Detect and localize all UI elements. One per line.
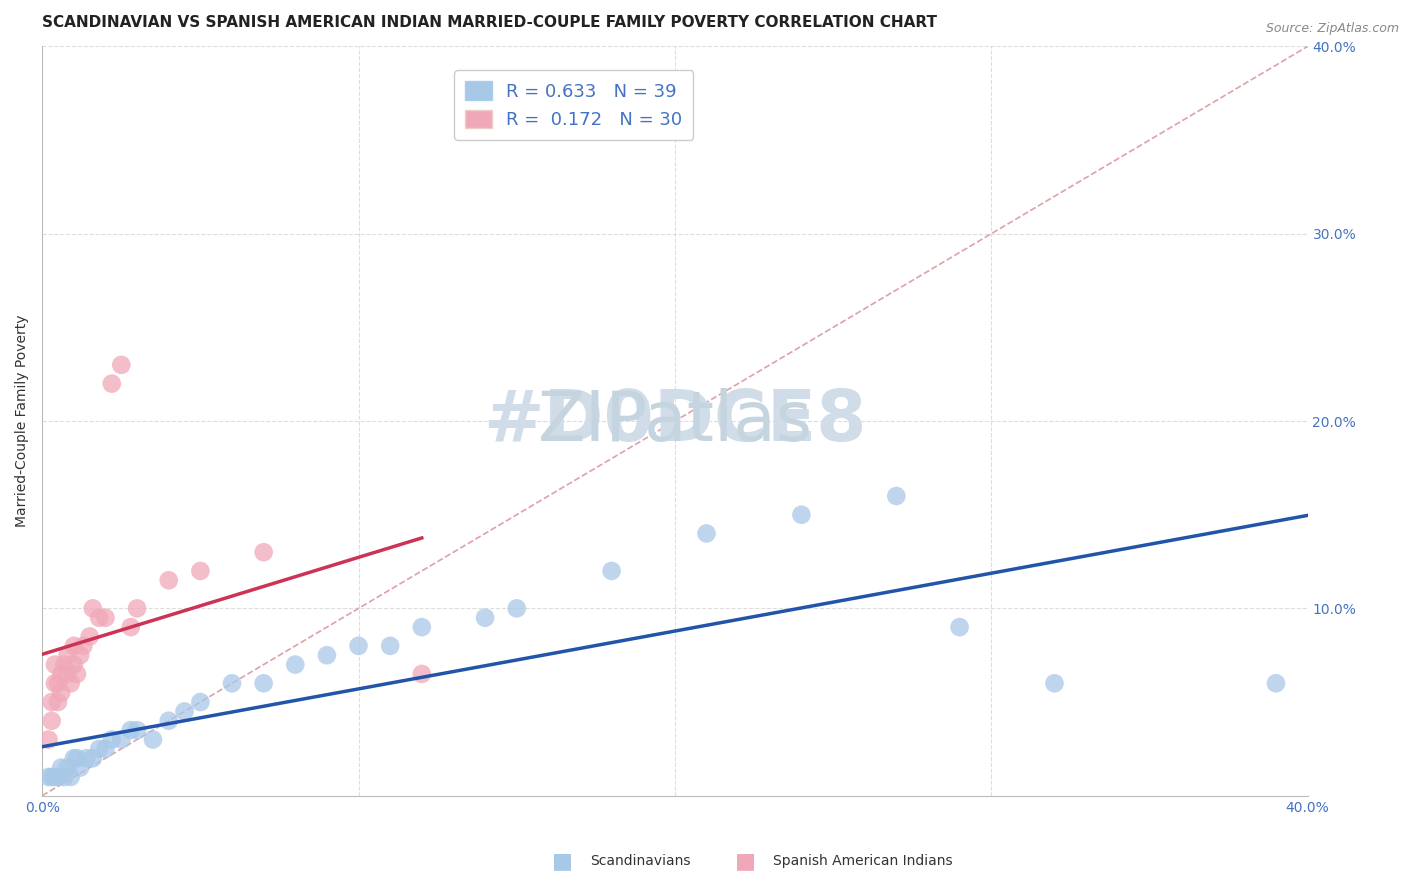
Point: [221, 676, 243, 690]
Point: [190, 564, 212, 578]
Point: [38, 770, 60, 784]
Text: Spanish American Indians: Spanish American Indians: [773, 854, 953, 868]
Point: [411, 667, 433, 681]
Point: [284, 657, 307, 672]
Point: [44, 676, 66, 690]
Point: [56, 761, 79, 775]
Point: [82, 751, 104, 765]
Point: [63, 751, 86, 765]
Point: [506, 601, 529, 615]
Point: [53, 770, 76, 784]
Point: [380, 639, 402, 653]
Text: ■: ■: [553, 851, 572, 871]
Point: [38, 732, 60, 747]
Point: [41, 714, 63, 728]
Point: [190, 695, 212, 709]
Point: [600, 564, 623, 578]
Point: [46, 695, 69, 709]
Point: [173, 705, 195, 719]
Point: [72, 639, 94, 653]
Point: [76, 751, 98, 765]
Point: [56, 648, 79, 663]
Point: [63, 657, 86, 672]
Point: [56, 667, 79, 681]
Point: [94, 742, 117, 756]
Point: [101, 732, 124, 747]
Text: ZIPatlas: ZIPatlas: [537, 387, 813, 455]
Point: [89, 611, 111, 625]
Point: [46, 676, 69, 690]
Point: [127, 723, 149, 738]
Point: [110, 732, 132, 747]
Point: [51, 686, 73, 700]
Point: [82, 601, 104, 615]
Point: [142, 732, 165, 747]
Point: [949, 620, 972, 634]
Text: Scandinavians: Scandinavians: [591, 854, 690, 868]
Point: [53, 657, 76, 672]
Point: [89, 742, 111, 756]
Point: [127, 601, 149, 615]
Point: [316, 648, 339, 663]
Point: [44, 770, 66, 784]
Point: [253, 545, 276, 559]
Point: [94, 611, 117, 625]
Point: [120, 620, 142, 634]
Point: [696, 526, 718, 541]
Point: [51, 761, 73, 775]
Point: [411, 620, 433, 634]
Point: [790, 508, 813, 522]
Point: [157, 714, 180, 728]
Point: [1043, 676, 1066, 690]
Point: [59, 676, 82, 690]
Point: [66, 751, 89, 765]
Text: ■: ■: [735, 851, 755, 871]
Point: [157, 574, 180, 588]
Point: [69, 648, 91, 663]
Point: [110, 358, 132, 372]
Point: [44, 657, 66, 672]
Point: [474, 611, 496, 625]
Legend: R = 0.633   N = 39, R =  0.172   N = 30: R = 0.633 N = 39, R = 0.172 N = 30: [454, 70, 693, 140]
Y-axis label: Married-Couple Family Poverty: Married-Couple Family Poverty: [15, 315, 30, 527]
Point: [79, 630, 101, 644]
Point: [51, 667, 73, 681]
Point: [1265, 676, 1288, 690]
Point: [41, 695, 63, 709]
Point: [59, 770, 82, 784]
Point: [101, 376, 124, 391]
Text: Source: ZipAtlas.com: Source: ZipAtlas.com: [1265, 22, 1399, 36]
Point: [63, 639, 86, 653]
Text: #D0DCE8: #D0DCE8: [484, 386, 866, 456]
Point: [69, 761, 91, 775]
Text: SCANDINAVIAN VS SPANISH AMERICAN INDIAN MARRIED-COUPLE FAMILY POVERTY CORRELATIO: SCANDINAVIAN VS SPANISH AMERICAN INDIAN …: [42, 15, 938, 30]
Point: [120, 723, 142, 738]
Point: [253, 676, 276, 690]
Point: [41, 770, 63, 784]
Point: [347, 639, 370, 653]
Point: [886, 489, 908, 503]
Point: [46, 770, 69, 784]
Point: [66, 667, 89, 681]
